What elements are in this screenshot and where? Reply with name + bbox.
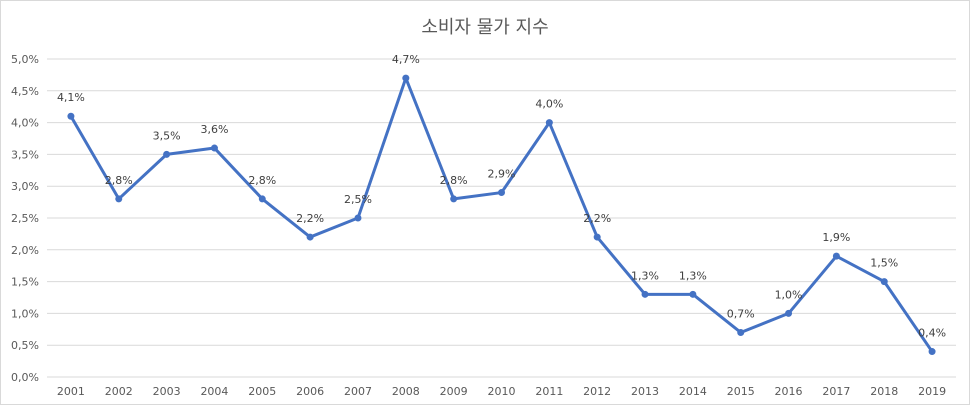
series-line: [69, 76, 934, 353]
data-point-marker: [641, 290, 649, 298]
data-point-marker: [593, 233, 601, 241]
gridlines: [47, 58, 956, 378]
data-label: 1,9%: [822, 231, 850, 244]
data-label: 3,5%: [153, 129, 181, 142]
data-label: 0,7%: [727, 307, 755, 320]
y-tick-label: 2,0%: [11, 244, 39, 257]
data-point-marker: [67, 112, 75, 120]
data-point-marker: [258, 195, 266, 203]
data-label: 4,1%: [57, 91, 85, 104]
x-tick-label: 2013: [631, 385, 659, 398]
data-point-marker: [402, 74, 410, 82]
x-axis-labels: 2001 2002 2003 2004 2005 2006 2007 2008 2009 2010…: [57, 385, 946, 398]
data-point-marker: [163, 150, 171, 158]
data-label: 2,9%: [488, 168, 516, 181]
x-tick-label: 2014: [679, 385, 707, 398]
x-tick-label: 2002: [105, 385, 133, 398]
y-tick-label: 1,5%: [11, 276, 39, 289]
data-label: 3,6%: [200, 123, 228, 136]
data-label: 2,2%: [583, 212, 611, 225]
x-tick-label: 2007: [344, 385, 372, 398]
data-point-marker: [928, 348, 936, 356]
x-tick-label: 2005: [248, 385, 276, 398]
y-tick-label: 0,0%: [11, 371, 39, 384]
data-label: 1,0%: [775, 288, 803, 301]
data-point-marker: [832, 252, 840, 260]
x-tick-label: 2011: [535, 385, 563, 398]
y-axis-labels: 0,0% 0,5% 1,0% 1,5% 2,0% 2,5% 3,0% 3,5% 4,0% 4,5%…: [11, 53, 39, 384]
data-label: 2,5%: [344, 193, 372, 206]
y-tick-label: 1,0%: [11, 307, 39, 320]
data-label: 1,3%: [679, 269, 707, 282]
y-tick-label: 4,5%: [11, 85, 39, 98]
data-label: 4,7%: [392, 53, 420, 66]
y-tick-label: 5,0%: [11, 53, 39, 66]
data-point-marker: [306, 233, 314, 241]
data-point-marker: [785, 309, 793, 317]
data-label: 2,8%: [105, 174, 133, 187]
data-point-marker: [210, 144, 218, 152]
x-tick-label: 2016: [775, 385, 803, 398]
x-tick-label: 2009: [440, 385, 468, 398]
data-point-marker: [498, 189, 505, 197]
x-tick-label: 2006: [296, 385, 324, 398]
data-label: 1,3%: [631, 269, 659, 282]
x-tick-label: 2003: [153, 385, 181, 398]
data-label: 2,8%: [440, 174, 468, 187]
y-tick-label: 3,5%: [11, 148, 39, 161]
data-label: 2,8%: [248, 174, 276, 187]
data-label: 4,0%: [535, 98, 563, 111]
data-point-marker: [737, 328, 745, 336]
x-tick-label: 2017: [822, 385, 850, 398]
y-tick-label: 4,0%: [11, 117, 39, 130]
data-point-marker: [115, 195, 123, 203]
x-tick-label: 2018: [870, 385, 898, 398]
x-tick-label: 2008: [392, 385, 420, 398]
data-label: 0,4%: [918, 327, 946, 340]
data-label: 2,2%: [296, 212, 324, 225]
data-label: 1,5%: [870, 257, 898, 270]
data-point-marker: [450, 195, 458, 203]
y-tick-label: 0,5%: [11, 339, 39, 352]
x-tick-label: 2019: [918, 385, 946, 398]
data-point-marker: [354, 214, 362, 222]
chart-title: 소비자 물가 지수: [421, 17, 549, 38]
x-tick-label: 2010: [488, 385, 516, 398]
x-tick-label: 2001: [57, 385, 85, 398]
data-point-marker: [880, 278, 888, 286]
y-tick-label: 3,0%: [11, 180, 39, 193]
data-series: [67, 74, 936, 356]
y-tick-label: 2,5%: [11, 212, 39, 225]
data-point-marker: [545, 119, 553, 127]
data-labels: 4,1% 2,8% 3,5% 3,6% 2,8% 2,2% 2,5% 4,7% 2,8% 2,9%…: [57, 53, 946, 339]
data-point-marker: [689, 290, 697, 298]
x-tick-label: 2015: [727, 385, 755, 398]
x-tick-label: 2012: [583, 385, 611, 398]
x-tick-label: 2004: [200, 385, 228, 398]
